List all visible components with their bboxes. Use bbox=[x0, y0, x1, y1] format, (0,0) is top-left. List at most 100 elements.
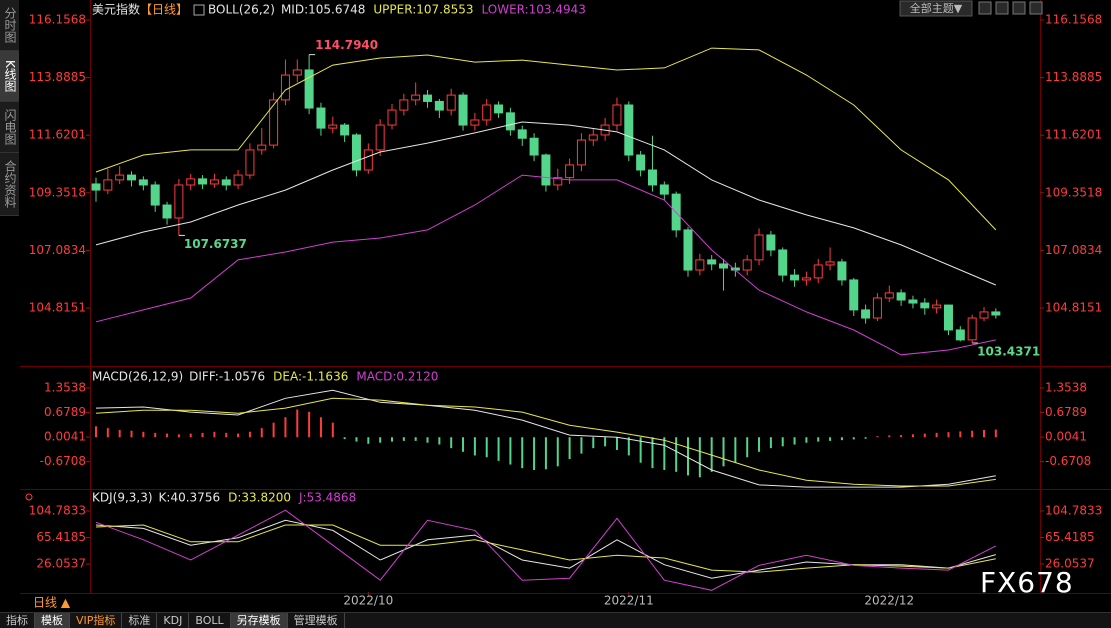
candle-body bbox=[292, 69, 302, 76]
sidebar-tab[interactable]: 合约资料 bbox=[0, 153, 19, 216]
watermark: FX678 bbox=[980, 566, 1074, 599]
candle-body bbox=[115, 174, 125, 181]
macd-bar bbox=[284, 417, 287, 438]
window-button[interactable] bbox=[995, 1, 1009, 15]
y-tick-label: 107.0834 bbox=[1045, 243, 1102, 257]
annotation: 107.6737 bbox=[184, 237, 247, 251]
tab[interactable]: VIP指标 bbox=[70, 613, 123, 628]
candle-body bbox=[778, 249, 788, 276]
macd-bar bbox=[166, 433, 169, 438]
window-button[interactable] bbox=[978, 1, 992, 15]
sidebar-tab[interactable]: 分时图 bbox=[0, 0, 19, 51]
window-button[interactable] bbox=[1029, 1, 1043, 15]
y-tick-label: 111.6201 bbox=[1045, 128, 1102, 142]
macd-bar bbox=[485, 437, 488, 458]
candle-body bbox=[186, 178, 196, 186]
y-tick-label: 109.3518 bbox=[29, 185, 86, 199]
sidebar-tab[interactable]: K线图 bbox=[0, 51, 19, 102]
macd-bar bbox=[118, 429, 121, 438]
indicator-line bbox=[95, 397, 996, 487]
x-tick-label: 2022/12 bbox=[864, 594, 914, 608]
y-tick-label: 0.6789 bbox=[1045, 405, 1087, 419]
candle-body bbox=[517, 129, 527, 139]
indicator-line bbox=[95, 524, 996, 573]
y-tick-label: 26.0537 bbox=[1045, 557, 1095, 571]
macd-bar bbox=[698, 437, 701, 478]
macd-bar bbox=[189, 433, 192, 438]
macd-bar bbox=[272, 422, 275, 438]
theme-button-label[interactable]: 全部主题▼ bbox=[910, 1, 963, 15]
candle-body bbox=[861, 309, 871, 319]
candle-body bbox=[766, 234, 776, 251]
candle-body bbox=[801, 277, 811, 281]
macd-bar bbox=[864, 437, 867, 439]
candle-body bbox=[150, 184, 160, 206]
y-tick-label: 104.8151 bbox=[29, 300, 86, 314]
legend-label: KDJ(9,3,3) bbox=[92, 491, 153, 505]
candle-body bbox=[411, 94, 421, 101]
macd-bar bbox=[923, 433, 926, 438]
indicator-line bbox=[95, 47, 997, 231]
y-tick-label: 104.8151 bbox=[1045, 300, 1102, 314]
candle-body bbox=[896, 292, 906, 301]
macd-bar bbox=[722, 437, 725, 467]
tab[interactable]: 另存模板 bbox=[230, 613, 288, 628]
legend-label: K:40.3756 bbox=[159, 491, 221, 505]
macd-bar bbox=[746, 437, 749, 458]
tab[interactable]: 指标 bbox=[0, 613, 35, 628]
candle-body bbox=[884, 292, 894, 299]
tab[interactable]: 管理模板 bbox=[288, 613, 345, 628]
candle-body bbox=[470, 119, 480, 126]
candle-body bbox=[505, 112, 515, 131]
candle-body bbox=[790, 274, 800, 281]
macd-bar bbox=[829, 437, 832, 441]
macd-bar bbox=[509, 437, 512, 465]
theme-button[interactable] bbox=[899, 0, 973, 17]
macd-bar bbox=[402, 437, 405, 441]
candle-body bbox=[458, 94, 468, 126]
y-tick-label: 104.7833 bbox=[29, 504, 86, 518]
macd-bar bbox=[142, 431, 145, 438]
candle-body bbox=[872, 297, 882, 319]
indicator-line bbox=[95, 121, 996, 286]
tab[interactable]: KDJ bbox=[157, 613, 190, 628]
macd-bar bbox=[935, 432, 938, 438]
y-tick-label: 65.4185 bbox=[36, 530, 86, 544]
legend-label: MACD(26,12,9) bbox=[92, 370, 183, 384]
macd-bar bbox=[308, 411, 311, 438]
candle-body bbox=[91, 183, 101, 191]
y-tick-label: 104.7833 bbox=[1045, 504, 1102, 518]
candle-body bbox=[446, 94, 456, 111]
window-button[interactable] bbox=[1012, 1, 1026, 15]
tab[interactable]: 标准 bbox=[122, 613, 158, 628]
indicator-line bbox=[95, 509, 997, 591]
macd-bar bbox=[319, 417, 322, 438]
annotation: 103.4371 bbox=[977, 344, 1040, 358]
candle-body bbox=[209, 179, 219, 185]
sidebar-tab[interactable]: 闪电图 bbox=[0, 102, 19, 153]
macd-bar bbox=[947, 432, 950, 438]
macd-bar bbox=[817, 437, 820, 442]
candle-body bbox=[754, 234, 764, 261]
candle-body bbox=[837, 261, 847, 281]
candle-body bbox=[198, 178, 208, 185]
macd-bar bbox=[130, 430, 133, 438]
candle-body bbox=[245, 149, 255, 176]
candle-body bbox=[967, 317, 977, 341]
macd-bar bbox=[876, 436, 879, 438]
tab[interactable]: BOLL bbox=[189, 613, 231, 628]
indicator-line bbox=[95, 174, 996, 356]
period-button[interactable]: 日线 ▲ bbox=[33, 596, 71, 610]
macd-bar bbox=[154, 432, 157, 438]
macd-bar bbox=[225, 432, 228, 438]
macd-bar bbox=[758, 437, 761, 452]
tab[interactable]: 模板 bbox=[35, 613, 70, 628]
candle-body bbox=[257, 144, 267, 151]
settings-icon[interactable] bbox=[25, 493, 33, 501]
candle-body bbox=[423, 94, 433, 102]
macd-bar bbox=[462, 437, 465, 452]
candle-body bbox=[529, 137, 539, 156]
macd-bar bbox=[971, 430, 974, 438]
candle-body bbox=[849, 279, 859, 311]
